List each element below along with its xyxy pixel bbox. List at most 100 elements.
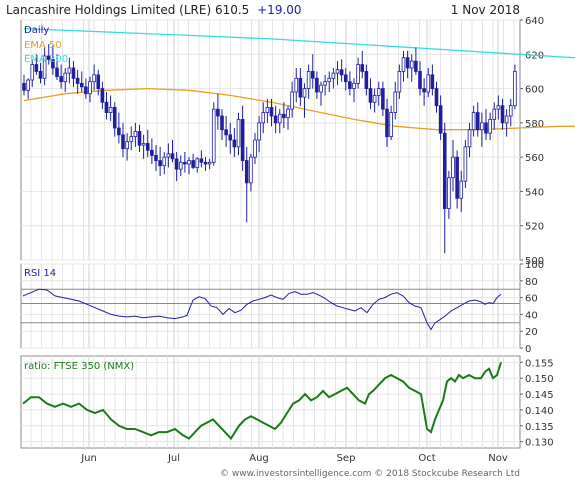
price-candle (216, 108, 220, 117)
price-candle (455, 156, 459, 199)
price-candle (451, 156, 455, 179)
ema200-line (23, 27, 575, 59)
price-candle (302, 88, 307, 98)
ratio-tick-label: 0.140 (525, 406, 554, 417)
price-candle (30, 64, 35, 81)
price-candle (467, 129, 472, 148)
chart-title-wrap: Lancashire Holdings Limited (LRE) 610.5 … (6, 3, 302, 17)
price-candle (504, 115, 509, 124)
price-candle (277, 113, 282, 124)
price-tick-label: 540 (525, 187, 544, 198)
price-candle (261, 112, 266, 124)
price-candle (228, 134, 233, 141)
price-candle (471, 112, 476, 131)
price-candle (508, 105, 513, 117)
price-candle (22, 83, 26, 91)
price-candle (492, 108, 497, 120)
price-candle (269, 107, 274, 117)
rsi-tick-label: 60 (525, 294, 538, 305)
price-candle (104, 101, 109, 113)
price-candle (484, 122, 488, 134)
price-candle (459, 180, 464, 199)
rsi-tick-label: 80 (525, 277, 538, 288)
month-label: Sep (337, 453, 356, 464)
price-candle (178, 161, 183, 170)
price-candle (273, 115, 278, 124)
price-candle (108, 107, 113, 113)
price-candle (26, 79, 30, 91)
price-candle (59, 76, 63, 83)
rsi-label: RSI 14 (24, 268, 56, 279)
price-candle (430, 74, 435, 89)
price-candle (265, 107, 270, 113)
price-candle (158, 160, 162, 167)
price-candle (207, 161, 212, 165)
price-candle (257, 122, 261, 141)
price-candle (46, 55, 51, 60)
chart-title: Lancashire Holdings Limited (LRE) 610.5 (6, 3, 249, 17)
price-candle (442, 132, 447, 209)
price-candle (249, 156, 253, 184)
rsi-frame (20, 263, 521, 349)
price-candle (145, 143, 150, 151)
price-candle (323, 81, 327, 86)
price-candle (253, 139, 257, 158)
price-candle (117, 127, 121, 136)
price-candle (364, 71, 369, 89)
price-candle (75, 77, 80, 84)
price-candle (282, 113, 286, 119)
price-candle (112, 107, 117, 129)
price-candle (224, 129, 228, 136)
price-candle (162, 156, 167, 167)
legend-ema200: EMA 200 (24, 54, 68, 65)
price-candle (315, 77, 319, 93)
price-candle (244, 160, 249, 184)
ratio-panel: 0.130 0.135 0.140 0.145 0.150 0.155 ratio: FTS… (20, 355, 554, 449)
price-candle (88, 81, 92, 95)
price-candle (92, 74, 96, 83)
price-candle (335, 69, 340, 74)
price-candle (438, 105, 443, 134)
price-candle (310, 71, 315, 79)
price-candle (475, 112, 480, 131)
price-candle (286, 108, 290, 119)
chart-date: 1 Nov 2018 (451, 3, 520, 17)
price-candle (343, 74, 348, 83)
price-candle (137, 131, 142, 146)
price-candle (434, 88, 439, 107)
price-candle (211, 108, 216, 163)
price-tick-label: 500 (525, 256, 544, 267)
legend-daily: Daily (24, 25, 49, 36)
month-label: Jul (167, 453, 180, 464)
rsi-tick-label: 40 (525, 310, 538, 321)
price-candle (51, 59, 55, 69)
price-candle (294, 77, 299, 93)
price-candle (34, 64, 39, 72)
ratio-tick-label: 0.150 (525, 374, 554, 385)
price-candle (480, 122, 484, 131)
price-candle (409, 60, 414, 69)
price-candle (121, 134, 125, 149)
price-candle (183, 161, 187, 165)
price-candle (220, 115, 224, 131)
price-candle (38, 71, 43, 79)
price-candle (422, 88, 426, 93)
rsi-tick-label: 20 (525, 327, 538, 338)
price-tick-label: 560 (525, 153, 544, 164)
rsi-line (22, 288, 502, 331)
price-candle (385, 108, 389, 137)
price-candle (154, 155, 158, 161)
price-candle (63, 72, 68, 83)
price-candle (393, 91, 398, 113)
price-candle (418, 71, 422, 89)
month-label: Aug (249, 453, 269, 464)
price-candle (488, 119, 492, 134)
price-candle (174, 158, 179, 170)
price-change: +19.00 (257, 3, 301, 17)
price-candle (500, 105, 505, 124)
price-candle (298, 77, 303, 98)
price-candle (232, 139, 237, 148)
price-candle (348, 81, 352, 89)
price-candle (327, 77, 332, 83)
